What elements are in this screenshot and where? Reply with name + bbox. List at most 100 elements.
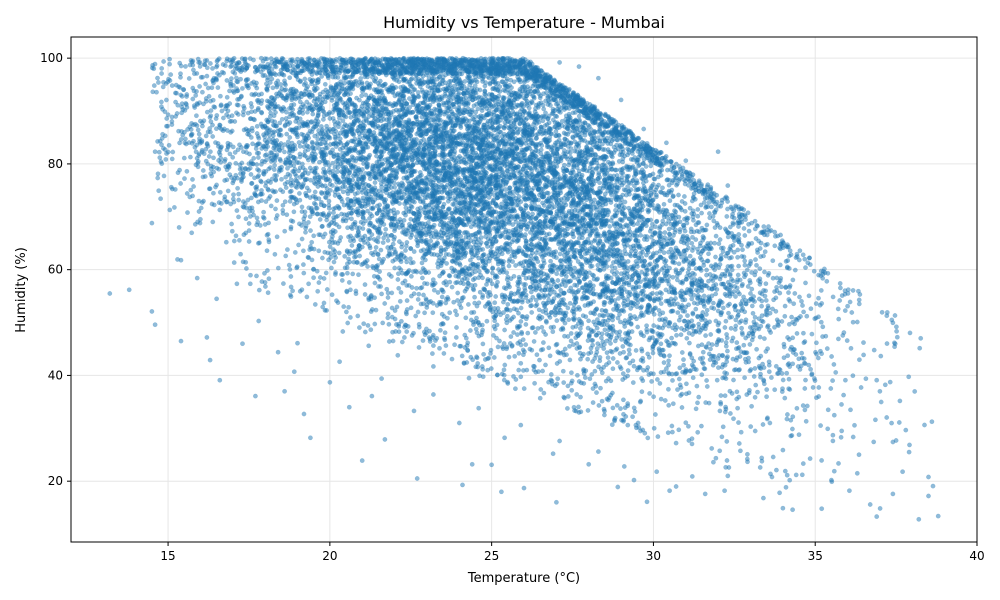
data-point bbox=[523, 232, 528, 238]
data-point bbox=[522, 218, 528, 224]
data-point bbox=[722, 393, 728, 399]
data-point bbox=[166, 142, 172, 148]
data-point bbox=[197, 64, 203, 69]
data-point bbox=[281, 149, 287, 155]
data-point bbox=[574, 391, 580, 397]
data-point bbox=[683, 420, 689, 426]
data-point bbox=[274, 234, 280, 240]
data-point bbox=[312, 301, 318, 307]
data-point bbox=[626, 280, 632, 286]
data-point bbox=[786, 376, 792, 382]
data-point bbox=[373, 244, 379, 250]
data-point bbox=[421, 292, 426, 298]
data-point bbox=[569, 370, 574, 376]
data-point bbox=[380, 320, 386, 326]
data-point bbox=[287, 198, 293, 204]
data-point bbox=[666, 182, 672, 188]
data-point bbox=[695, 213, 701, 219]
data-point bbox=[736, 394, 742, 400]
data-point bbox=[750, 310, 756, 316]
data-point bbox=[151, 83, 157, 89]
data-point bbox=[664, 177, 670, 183]
data-point bbox=[620, 343, 626, 349]
data-point bbox=[707, 215, 713, 221]
data-point bbox=[676, 261, 682, 267]
data-point bbox=[482, 303, 488, 309]
data-point bbox=[617, 351, 623, 356]
data-point bbox=[687, 340, 692, 346]
data-point bbox=[247, 56, 253, 61]
data-point bbox=[755, 389, 760, 395]
data-point bbox=[627, 351, 632, 357]
data-point bbox=[839, 401, 844, 407]
data-point bbox=[523, 239, 529, 244]
data-point bbox=[562, 333, 567, 339]
data-point bbox=[622, 248, 628, 254]
data-point bbox=[626, 347, 632, 353]
data-point bbox=[386, 321, 392, 327]
data-point bbox=[379, 291, 384, 297]
data-point bbox=[385, 311, 391, 317]
data-point bbox=[191, 184, 197, 189]
data-point bbox=[210, 190, 216, 196]
data-point bbox=[357, 253, 363, 259]
data-point bbox=[747, 341, 753, 347]
data-point bbox=[627, 360, 633, 366]
data-point bbox=[246, 228, 252, 234]
data-point bbox=[658, 370, 664, 375]
data-point bbox=[770, 454, 776, 460]
data-point bbox=[196, 131, 202, 137]
data-point bbox=[567, 343, 572, 349]
data-point bbox=[852, 422, 857, 428]
data-point bbox=[746, 390, 752, 396]
data-point bbox=[679, 405, 685, 410]
data-point bbox=[240, 199, 246, 205]
data-point bbox=[770, 306, 775, 312]
data-point bbox=[437, 327, 443, 333]
data-point bbox=[163, 97, 169, 103]
data-point bbox=[227, 151, 233, 157]
data-point bbox=[670, 401, 676, 407]
data-point bbox=[158, 196, 164, 202]
data-point bbox=[437, 345, 442, 351]
data-point bbox=[784, 370, 790, 376]
data-point bbox=[525, 211, 531, 217]
data-point bbox=[713, 233, 719, 239]
data-point bbox=[794, 405, 800, 411]
data-point bbox=[401, 335, 407, 340]
data-point bbox=[667, 198, 673, 204]
data-point bbox=[208, 98, 213, 104]
data-point bbox=[738, 448, 743, 454]
data-point bbox=[255, 155, 261, 160]
data-point bbox=[820, 275, 826, 281]
data-point bbox=[430, 343, 436, 348]
data-point bbox=[847, 488, 852, 494]
data-point bbox=[772, 243, 778, 249]
data-point bbox=[804, 403, 810, 409]
data-point bbox=[677, 365, 683, 371]
data-point bbox=[918, 335, 924, 341]
data-point bbox=[720, 305, 726, 311]
data-point bbox=[621, 397, 626, 403]
data-point bbox=[585, 338, 591, 343]
data-point bbox=[343, 309, 349, 315]
data-point bbox=[836, 316, 842, 322]
data-point bbox=[230, 144, 236, 150]
data-point bbox=[248, 134, 254, 140]
data-point bbox=[203, 81, 209, 87]
data-point bbox=[540, 368, 545, 374]
data-point bbox=[194, 155, 200, 161]
data-point bbox=[268, 203, 274, 209]
data-point bbox=[441, 350, 447, 356]
data-point bbox=[779, 284, 784, 290]
data-point bbox=[167, 207, 173, 213]
data-point bbox=[222, 194, 228, 200]
data-point bbox=[326, 198, 332, 204]
data-point bbox=[283, 185, 289, 191]
data-point bbox=[349, 216, 354, 222]
data-point bbox=[339, 277, 345, 283]
data-point bbox=[774, 317, 780, 323]
data-point bbox=[465, 301, 471, 307]
data-point bbox=[555, 376, 561, 382]
data-point bbox=[693, 406, 699, 412]
